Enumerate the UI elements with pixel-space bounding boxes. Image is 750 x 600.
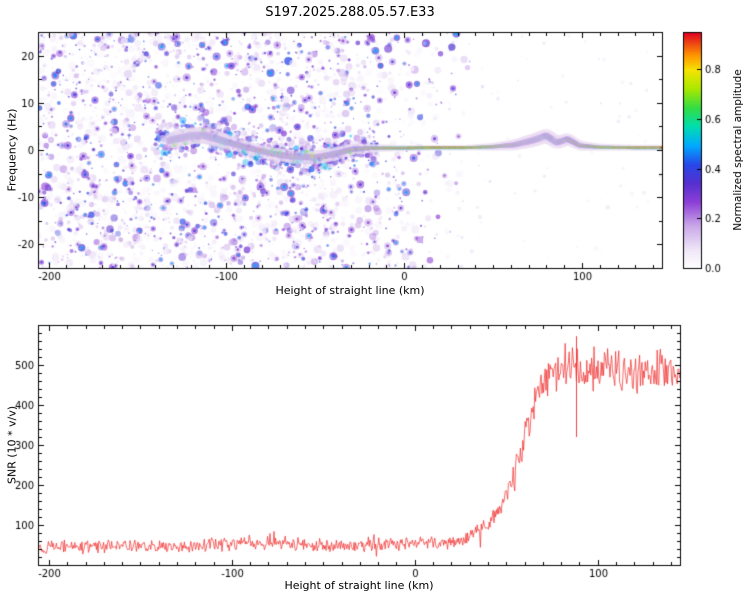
spectrogram-y-axis-label: Frequency (Hz) xyxy=(5,108,19,192)
colorbar-label: Normalized spectral amplitude xyxy=(732,69,744,231)
snr-x-axis-label: Height of straight line (km) xyxy=(284,579,434,592)
snr-y-axis-label: SNR (10 * v/v) xyxy=(5,405,19,485)
spectrogram-x-axis-label: Height of straight line (km) xyxy=(275,284,425,297)
snr-canvas xyxy=(0,310,750,600)
spectrogram-canvas xyxy=(0,0,750,310)
